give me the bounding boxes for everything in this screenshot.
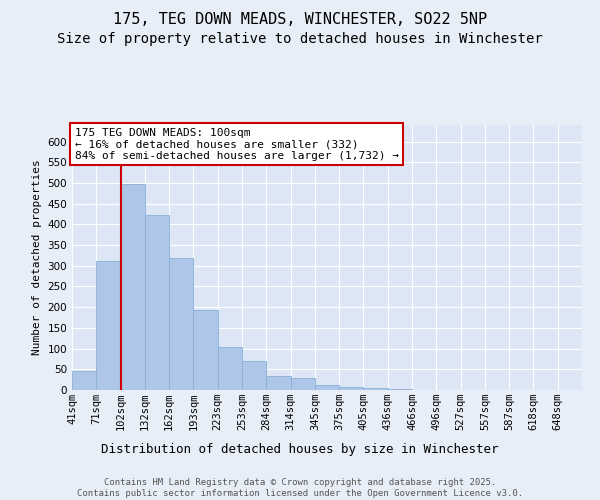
- Text: 175, TEG DOWN MEADS, WINCHESTER, SO22 5NP: 175, TEG DOWN MEADS, WINCHESTER, SO22 5N…: [113, 12, 487, 28]
- Text: Contains HM Land Registry data © Crown copyright and database right 2025.
Contai: Contains HM Land Registry data © Crown c…: [77, 478, 523, 498]
- Bar: [121, 184, 145, 390]
- Bar: [315, 385, 339, 390]
- Bar: [145, 216, 169, 390]
- Bar: [290, 378, 315, 390]
- Bar: [388, 389, 412, 390]
- Text: Distribution of detached houses by size in Winchester: Distribution of detached houses by size …: [101, 442, 499, 456]
- Bar: [364, 388, 388, 390]
- Bar: [218, 347, 242, 390]
- Bar: [242, 362, 266, 390]
- Bar: [72, 372, 96, 390]
- Bar: [96, 261, 121, 390]
- Bar: [193, 310, 218, 390]
- Text: 175 TEG DOWN MEADS: 100sqm
← 16% of detached houses are smaller (332)
84% of sem: 175 TEG DOWN MEADS: 100sqm ← 16% of deta…: [74, 128, 398, 161]
- Y-axis label: Number of detached properties: Number of detached properties: [32, 160, 42, 356]
- Bar: [169, 258, 193, 390]
- Bar: [339, 386, 364, 390]
- Text: Size of property relative to detached houses in Winchester: Size of property relative to detached ho…: [57, 32, 543, 46]
- Bar: [266, 376, 290, 390]
